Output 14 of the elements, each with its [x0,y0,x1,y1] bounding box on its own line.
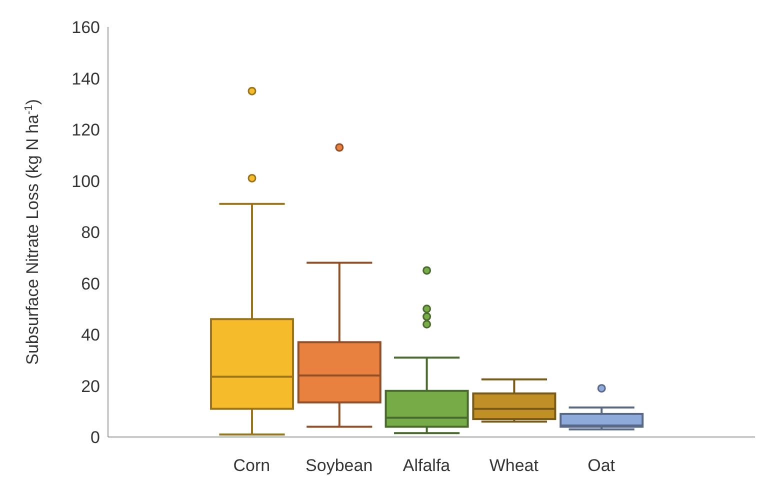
y-tick-label: 140 [72,69,100,88]
x-tick-label: Soybean [306,456,373,476]
y-tick-label: 0 [90,428,100,448]
x-tick-label: Wheat [489,456,539,476]
y-tick-label: 80 [81,223,100,242]
x-tick-label: Corn [233,456,270,476]
y-tick-label: 100 [72,172,100,191]
x-tick-label: Oat [588,456,616,476]
y-tick-label: 40 [81,326,100,345]
x-tick-label: Alfalfa [402,456,451,476]
y-tick-label: 20 [81,376,100,396]
y-tick-label: 160 [72,18,100,38]
y-tick-label: 120 [72,120,100,140]
y-tick-label: 60 [81,274,100,294]
